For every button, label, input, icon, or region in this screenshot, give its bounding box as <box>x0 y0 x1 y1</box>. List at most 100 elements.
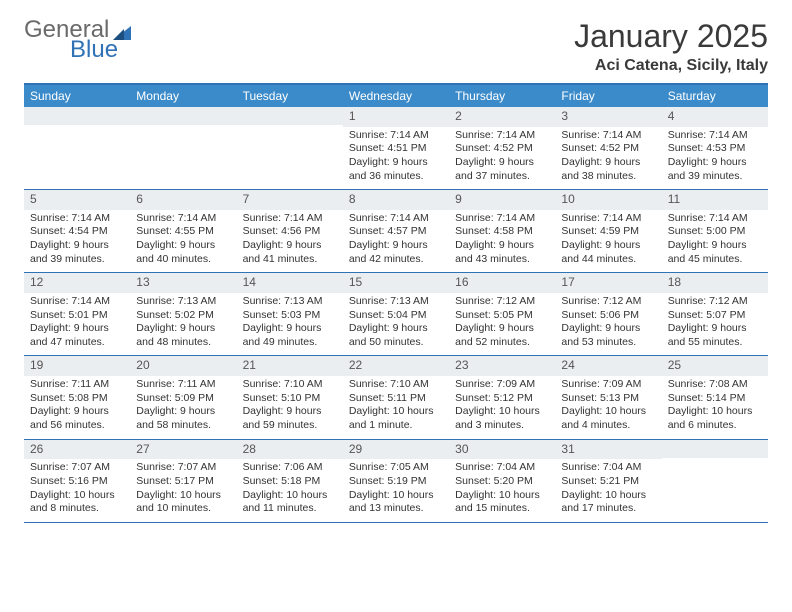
day-number: 6 <box>130 190 236 210</box>
cell-line: Sunrise: 7:13 AM <box>243 295 337 309</box>
day-number: 26 <box>24 440 130 460</box>
cell-line: Sunrise: 7:12 AM <box>561 295 655 309</box>
day-number: 25 <box>662 356 768 376</box>
cell-line: Sunset: 5:05 PM <box>455 309 549 323</box>
cell-line: Sunset: 5:01 PM <box>30 309 124 323</box>
calendar-cell: 2Sunrise: 7:14 AMSunset: 4:52 PMDaylight… <box>449 107 555 189</box>
day-number: 19 <box>24 356 130 376</box>
cell-body: Sunrise: 7:11 AMSunset: 5:09 PMDaylight:… <box>130 376 236 439</box>
cell-body: Sunrise: 7:09 AMSunset: 5:12 PMDaylight:… <box>449 376 555 439</box>
cell-body: Sunrise: 7:10 AMSunset: 5:11 PMDaylight:… <box>343 376 449 439</box>
cell-line: Daylight: 9 hours and 39 minutes. <box>30 239 124 266</box>
cell-body <box>24 125 130 133</box>
cell-line: Sunrise: 7:14 AM <box>561 212 655 226</box>
cell-line: Sunrise: 7:09 AM <box>455 378 549 392</box>
cell-line: Sunset: 4:59 PM <box>561 225 655 239</box>
cell-body <box>237 125 343 133</box>
calendar: Sunday Monday Tuesday Wednesday Thursday… <box>24 83 768 523</box>
cell-line: Sunset: 5:18 PM <box>243 475 337 489</box>
cell-line: Sunrise: 7:10 AM <box>349 378 443 392</box>
location: Aci Catena, Sicily, Italy <box>574 57 768 75</box>
calendar-cell: 6Sunrise: 7:14 AMSunset: 4:55 PMDaylight… <box>130 190 236 272</box>
day-number <box>662 440 768 458</box>
cell-line: Sunset: 4:55 PM <box>136 225 230 239</box>
cell-line: Sunrise: 7:04 AM <box>561 461 655 475</box>
day-number: 2 <box>449 107 555 127</box>
cell-body: Sunrise: 7:14 AMSunset: 4:57 PMDaylight:… <box>343 210 449 273</box>
cell-line: Sunrise: 7:10 AM <box>243 378 337 392</box>
day-number: 31 <box>555 440 661 460</box>
cell-body: Sunrise: 7:04 AMSunset: 5:20 PMDaylight:… <box>449 459 555 522</box>
cell-line: Daylight: 9 hours and 37 minutes. <box>455 156 549 183</box>
day-number: 22 <box>343 356 449 376</box>
calendar-cell: 8Sunrise: 7:14 AMSunset: 4:57 PMDaylight… <box>343 190 449 272</box>
calendar-cell: 1Sunrise: 7:14 AMSunset: 4:51 PMDaylight… <box>343 107 449 189</box>
day-number: 5 <box>24 190 130 210</box>
day-number: 30 <box>449 440 555 460</box>
cell-line: Sunrise: 7:12 AM <box>668 295 762 309</box>
cell-body <box>662 458 768 466</box>
calendar-cell: 17Sunrise: 7:12 AMSunset: 5:06 PMDayligh… <box>555 273 661 355</box>
cell-line: Daylight: 10 hours and 8 minutes. <box>30 489 124 516</box>
cell-line: Sunset: 5:13 PM <box>561 392 655 406</box>
day-number: 9 <box>449 190 555 210</box>
cell-line: Daylight: 9 hours and 38 minutes. <box>561 156 655 183</box>
calendar-cell: 18Sunrise: 7:12 AMSunset: 5:07 PMDayligh… <box>662 273 768 355</box>
cell-line: Daylight: 10 hours and 15 minutes. <box>455 489 549 516</box>
cell-line: Daylight: 9 hours and 48 minutes. <box>136 322 230 349</box>
month-title: January 2025 <box>574 18 768 55</box>
cell-line: Sunset: 5:04 PM <box>349 309 443 323</box>
calendar-cell: 19Sunrise: 7:11 AMSunset: 5:08 PMDayligh… <box>24 356 130 438</box>
calendar-cell: 22Sunrise: 7:10 AMSunset: 5:11 PMDayligh… <box>343 356 449 438</box>
cell-line: Sunset: 5:07 PM <box>668 309 762 323</box>
cell-line: Daylight: 9 hours and 44 minutes. <box>561 239 655 266</box>
cell-line: Sunrise: 7:06 AM <box>243 461 337 475</box>
cell-line: Sunset: 4:54 PM <box>30 225 124 239</box>
cell-line: Daylight: 9 hours and 52 minutes. <box>455 322 549 349</box>
cell-line: Sunrise: 7:11 AM <box>30 378 124 392</box>
week-row: 5Sunrise: 7:14 AMSunset: 4:54 PMDaylight… <box>24 190 768 273</box>
cell-line: Sunset: 5:08 PM <box>30 392 124 406</box>
cell-body: Sunrise: 7:08 AMSunset: 5:14 PMDaylight:… <box>662 376 768 439</box>
day-number: 28 <box>237 440 343 460</box>
calendar-cell: 27Sunrise: 7:07 AMSunset: 5:17 PMDayligh… <box>130 440 236 522</box>
day-number <box>130 107 236 125</box>
cell-line: Sunset: 4:57 PM <box>349 225 443 239</box>
calendar-cell: 10Sunrise: 7:14 AMSunset: 4:59 PMDayligh… <box>555 190 661 272</box>
cell-line: Sunset: 5:12 PM <box>455 392 549 406</box>
calendar-cell: 9Sunrise: 7:14 AMSunset: 4:58 PMDaylight… <box>449 190 555 272</box>
cell-line: Sunset: 5:14 PM <box>668 392 762 406</box>
calendar-cell: 25Sunrise: 7:08 AMSunset: 5:14 PMDayligh… <box>662 356 768 438</box>
day-number: 27 <box>130 440 236 460</box>
cell-line: Sunset: 5:02 PM <box>136 309 230 323</box>
calendar-cell: 24Sunrise: 7:09 AMSunset: 5:13 PMDayligh… <box>555 356 661 438</box>
day-number: 20 <box>130 356 236 376</box>
calendar-cell <box>130 107 236 189</box>
cell-line: Sunset: 5:00 PM <box>668 225 762 239</box>
cell-line: Daylight: 10 hours and 1 minute. <box>349 405 443 432</box>
calendar-cell: 13Sunrise: 7:13 AMSunset: 5:02 PMDayligh… <box>130 273 236 355</box>
cell-line: Sunset: 4:56 PM <box>243 225 337 239</box>
cell-body: Sunrise: 7:14 AMSunset: 4:52 PMDaylight:… <box>449 127 555 190</box>
cell-line: Sunrise: 7:04 AM <box>455 461 549 475</box>
cell-line: Sunrise: 7:13 AM <box>136 295 230 309</box>
cell-line: Sunrise: 7:14 AM <box>243 212 337 226</box>
cell-body: Sunrise: 7:14 AMSunset: 4:53 PMDaylight:… <box>662 127 768 190</box>
cell-line: Daylight: 9 hours and 58 minutes. <box>136 405 230 432</box>
cell-line: Daylight: 9 hours and 55 minutes. <box>668 322 762 349</box>
cell-body: Sunrise: 7:05 AMSunset: 5:19 PMDaylight:… <box>343 459 449 522</box>
dow-saturday: Saturday <box>662 85 768 107</box>
cell-body: Sunrise: 7:13 AMSunset: 5:02 PMDaylight:… <box>130 293 236 356</box>
day-number: 7 <box>237 190 343 210</box>
cell-line: Sunset: 5:16 PM <box>30 475 124 489</box>
brand-part2: Blue <box>70 38 118 62</box>
cell-body: Sunrise: 7:13 AMSunset: 5:04 PMDaylight:… <box>343 293 449 356</box>
calendar-cell: 7Sunrise: 7:14 AMSunset: 4:56 PMDaylight… <box>237 190 343 272</box>
calendar-cell: 16Sunrise: 7:12 AMSunset: 5:05 PMDayligh… <box>449 273 555 355</box>
day-number: 3 <box>555 107 661 127</box>
dow-thursday: Thursday <box>449 85 555 107</box>
cell-line: Daylight: 9 hours and 47 minutes. <box>30 322 124 349</box>
day-number <box>24 107 130 125</box>
day-number: 15 <box>343 273 449 293</box>
calendar-cell: 21Sunrise: 7:10 AMSunset: 5:10 PMDayligh… <box>237 356 343 438</box>
